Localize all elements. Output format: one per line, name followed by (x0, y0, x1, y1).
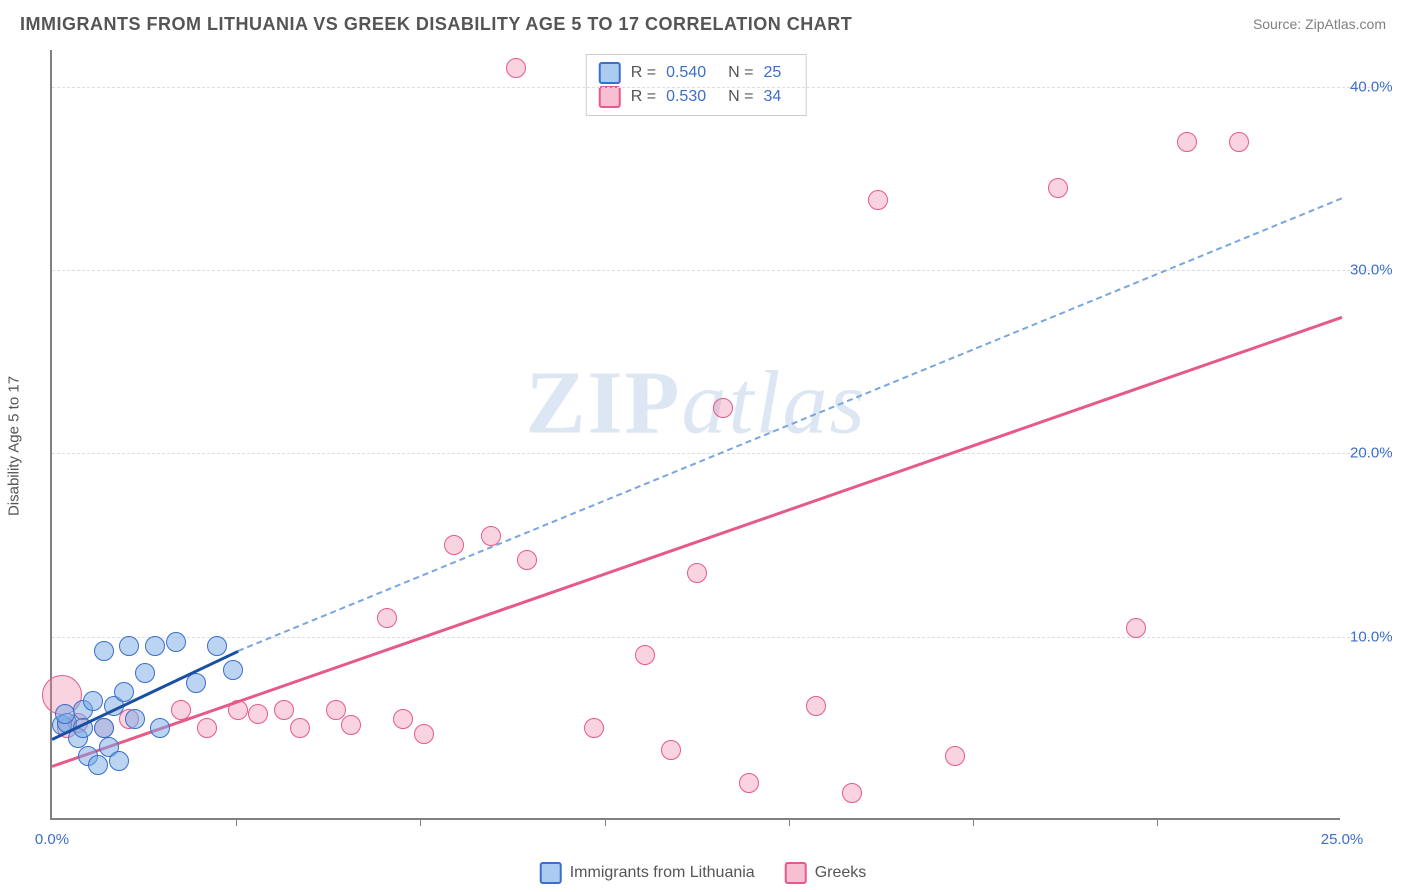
swatch-blue-icon (540, 862, 562, 884)
legend-item-blue: Immigrants from Lithuania (540, 862, 755, 884)
xtick-minor (605, 818, 606, 826)
scatter-point-pink (197, 718, 217, 738)
scatter-point-blue (55, 704, 75, 724)
scatter-point-pink (393, 709, 413, 729)
scatter-point-pink (1229, 132, 1249, 152)
scatter-point-blue (150, 718, 170, 738)
scatter-point-blue (109, 751, 129, 771)
scatter-point-pink (635, 645, 655, 665)
scatter-point-pink (713, 398, 733, 418)
xtick-minor (420, 818, 421, 826)
legend-label: Greeks (815, 864, 867, 882)
scatter-point-pink (687, 563, 707, 583)
scatter-point-blue (94, 718, 114, 738)
legend-label: Immigrants from Lithuania (570, 864, 755, 882)
scatter-point-pink (661, 740, 681, 760)
scatter-point-pink (739, 773, 759, 793)
ytick-label: 30.0% (1350, 262, 1406, 279)
scatter-point-blue (88, 755, 108, 775)
scatter-point-blue (125, 709, 145, 729)
scatter-point-pink (1177, 132, 1197, 152)
scatter-point-pink (326, 700, 346, 720)
scatter-point-pink (1048, 178, 1068, 198)
scatter-point-blue (83, 691, 103, 711)
scatter-point-pink (506, 58, 526, 78)
xtick-minor (1157, 818, 1158, 826)
scatter-point-pink (341, 715, 361, 735)
swatch-pink-icon (599, 86, 621, 108)
scatter-point-blue (94, 641, 114, 661)
scatter-point-blue (223, 660, 243, 680)
watermark-zip: ZIP (525, 354, 681, 453)
n-label: N = (728, 61, 753, 85)
scatter-point-pink (248, 704, 268, 724)
y-axis-label: Disability Age 5 to 17 (6, 376, 23, 516)
scatter-point-blue (114, 682, 134, 702)
xtick-label: 25.0% (1321, 831, 1364, 848)
n-value: 34 (763, 85, 781, 109)
n-value: 25 (763, 61, 781, 85)
xtick-minor (973, 818, 974, 826)
swatch-pink-icon (785, 862, 807, 884)
ytick-label: 10.0% (1350, 628, 1406, 645)
scatter-point-pink (806, 696, 826, 716)
scatter-point-blue (119, 636, 139, 656)
scatter-point-blue (135, 663, 155, 683)
scatter-point-pink (945, 746, 965, 766)
scatter-point-blue (166, 632, 186, 652)
swatch-blue-icon (599, 62, 621, 84)
r-label: R = (631, 85, 656, 109)
scatter-point-pink (842, 783, 862, 803)
scatter-point-blue (207, 636, 227, 656)
legend-row-blue: R = 0.540 N = 25 (599, 61, 794, 85)
scatter-point-pink (584, 718, 604, 738)
legend-row-pink: R = 0.530 N = 34 (599, 85, 794, 109)
ytick-label: 40.0% (1350, 78, 1406, 95)
chart-plot-area: ZIPatlas R = 0.540 N = 25 R = 0.530 N = … (50, 50, 1340, 820)
legend-correlation: R = 0.540 N = 25 R = 0.530 N = 34 (586, 54, 807, 116)
scatter-point-blue (145, 636, 165, 656)
scatter-point-pink (377, 608, 397, 628)
source-label: Source: ZipAtlas.com (1253, 16, 1386, 32)
ytick-label: 20.0% (1350, 445, 1406, 462)
legend-series: Immigrants from Lithuania Greeks (540, 862, 867, 884)
scatter-point-pink (444, 535, 464, 555)
scatter-point-pink (517, 550, 537, 570)
trendline-pink (52, 316, 1343, 768)
scatter-point-pink (274, 700, 294, 720)
gridline-h (52, 87, 1380, 88)
r-label: R = (631, 61, 656, 85)
legend-item-pink: Greeks (785, 862, 867, 884)
xtick-minor (789, 818, 790, 826)
scatter-point-pink (868, 190, 888, 210)
r-value: 0.540 (666, 61, 706, 85)
xtick-label: 0.0% (35, 831, 69, 848)
gridline-h (52, 637, 1380, 638)
chart-title: IMMIGRANTS FROM LITHUANIA VS GREEK DISAB… (20, 14, 852, 35)
r-value: 0.530 (666, 85, 706, 109)
trendline-blue-dashed (237, 197, 1342, 652)
xtick-minor (236, 818, 237, 826)
scatter-point-pink (290, 718, 310, 738)
gridline-h (52, 270, 1380, 271)
scatter-point-pink (1126, 618, 1146, 638)
scatter-point-pink (414, 724, 434, 744)
n-label: N = (728, 85, 753, 109)
watermark: ZIPatlas (525, 352, 866, 455)
